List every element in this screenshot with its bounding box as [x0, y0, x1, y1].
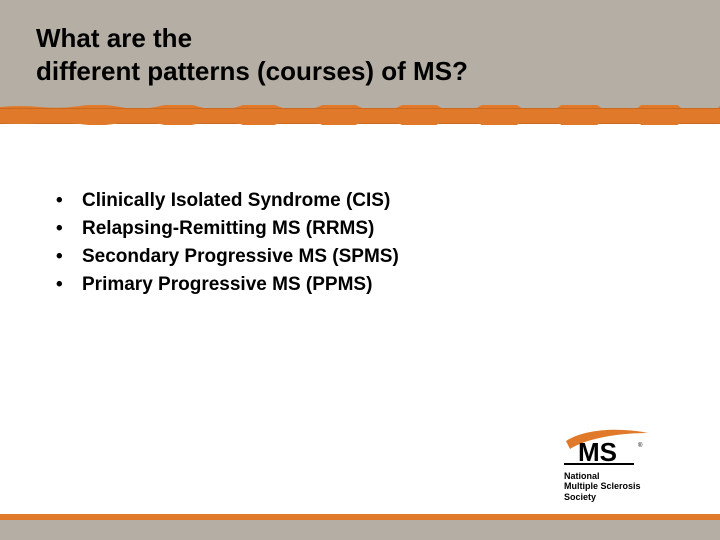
logo-text-line-3: Society — [564, 492, 596, 502]
list-item: • Secondary Progressive MS (SPMS) — [56, 246, 616, 268]
bullet-list: • Clinically Isolated Syndrome (CIS) • R… — [56, 190, 616, 296]
logo-mark-text: MS — [578, 437, 617, 465]
bullet-icon: • — [56, 246, 63, 268]
title-line-2: different patterns (courses) of MS? — [36, 56, 468, 86]
orange-rough-bottom — [0, 122, 720, 125]
list-item-text: Primary Progressive MS (PPMS) — [82, 274, 372, 295]
list-item: • Clinically Isolated Syndrome (CIS) — [56, 190, 616, 212]
ms-logo-icon: MS ® — [564, 427, 654, 465]
list-item-text: Relapsing-Remitting MS (RRMS) — [82, 218, 374, 239]
bullet-icon: • — [56, 218, 63, 240]
logo-text: National Multiple Sclerosis Society — [564, 471, 684, 502]
footer-band — [0, 520, 720, 540]
bullet-icon: • — [56, 190, 63, 212]
slide-title: What are the different patterns (courses… — [36, 22, 676, 87]
list-item-text: Secondary Progressive MS (SPMS) — [82, 246, 399, 267]
body-area: • Clinically Isolated Syndrome (CIS) • R… — [56, 190, 616, 302]
logo-text-line-1: National — [564, 471, 600, 481]
title-line-1: What are the — [36, 23, 192, 53]
list-item-text: Clinically Isolated Syndrome (CIS) — [82, 190, 390, 211]
svg-text:®: ® — [638, 442, 643, 449]
logo-block: MS ® National Multiple Sclerosis Society — [564, 427, 684, 502]
list-item: • Relapsing-Remitting MS (RRMS) — [56, 218, 616, 240]
bullet-icon: • — [56, 274, 63, 296]
logo-text-line-2: Multiple Sclerosis — [564, 481, 641, 491]
list-item: • Primary Progressive MS (PPMS) — [56, 274, 616, 296]
slide: What are the different patterns (courses… — [0, 0, 720, 540]
